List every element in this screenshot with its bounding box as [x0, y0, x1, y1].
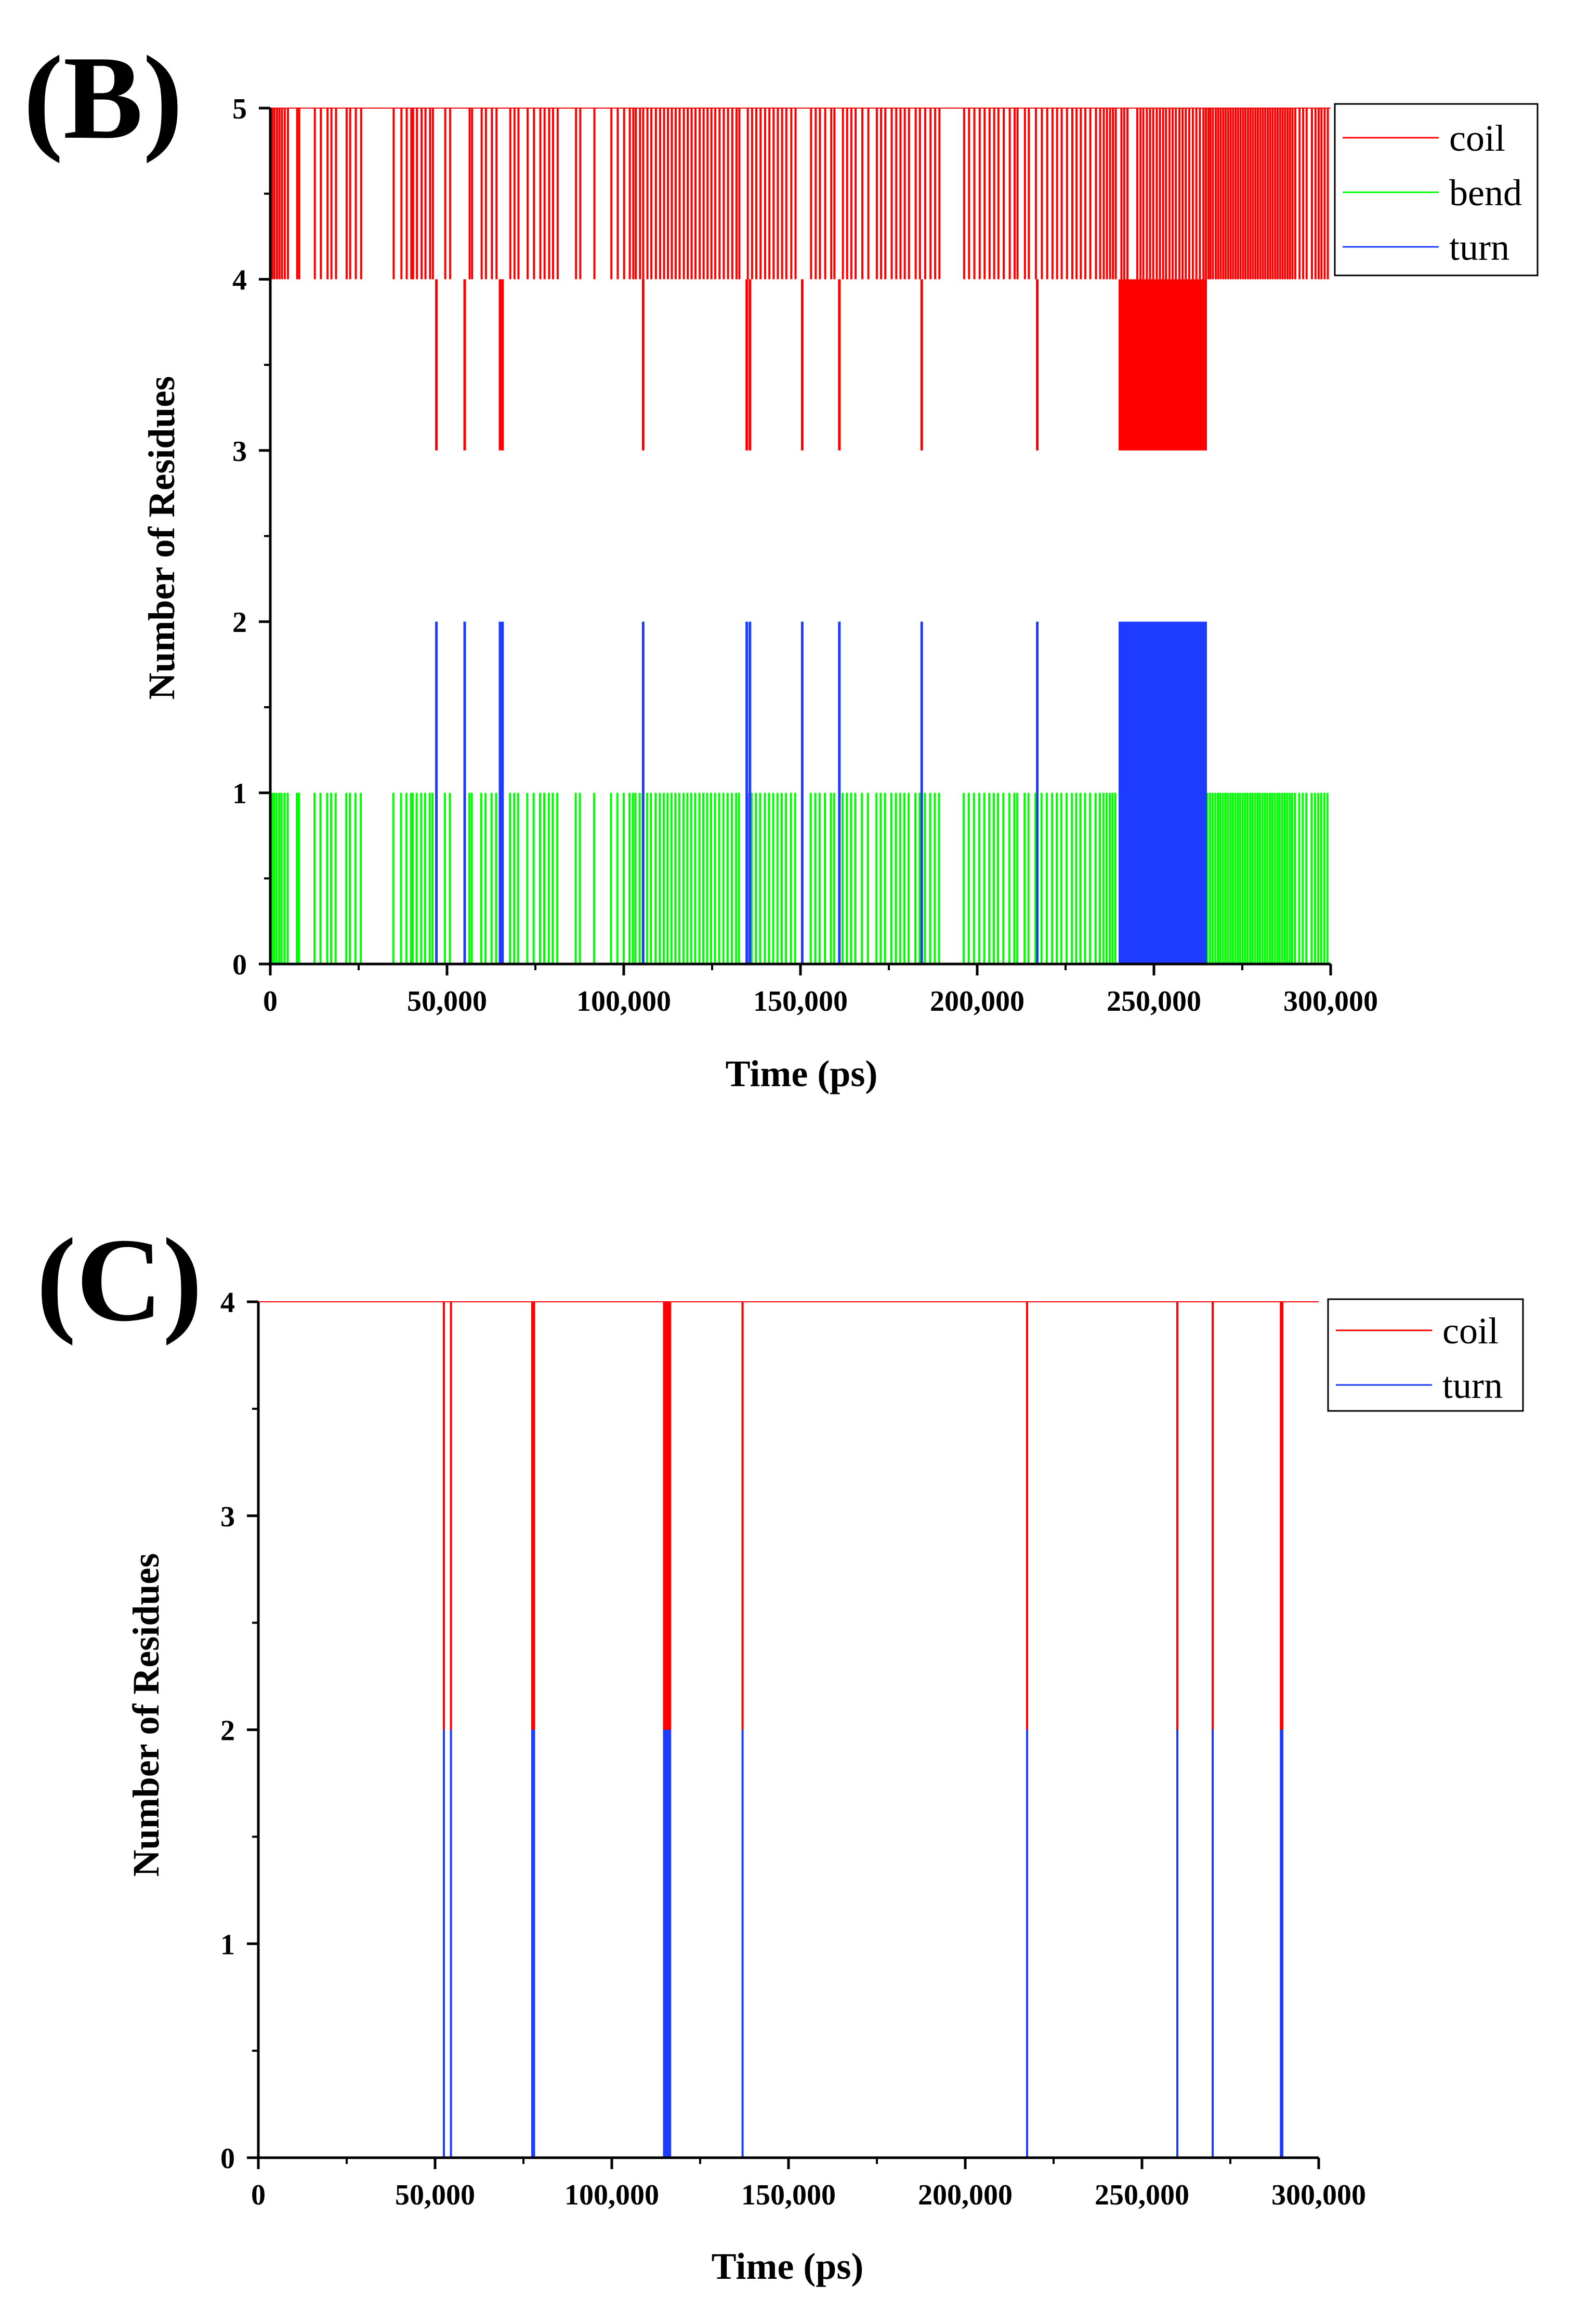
panel-b-x-tick-label-3: 150,000 — [753, 985, 848, 1018]
panel-b-x-axis-title: Time (ps) — [726, 1053, 878, 1094]
panel-b-axes: 0 50,000 100,000 150,000 200,000 250,000 300,0… — [232, 93, 1378, 1018]
panel-c-chart: (C) 0 50,000 100,000 150,000 200,000 250,000 3… — [36, 1213, 1524, 2287]
panel-b-series-coil-band — [1119, 279, 1207, 451]
panel-c-x-tick-label-0: 0 — [251, 2179, 266, 2211]
panel-b-letter: (B) — [23, 31, 183, 164]
panel-b-x-tick-label-6: 300,000 — [1283, 985, 1378, 1018]
panel-c-legend: coil turn — [1327, 1298, 1524, 1412]
panel-c-x-tick-label-2: 100,000 — [564, 2179, 659, 2211]
panel-b-y-tick-label-0: 0 — [232, 949, 247, 981]
panel-c-x-tick-label-4: 200,000 — [918, 2179, 1013, 2211]
panel-b-y-tick-label-5: 5 — [232, 93, 247, 125]
panel-b-y-tick-label-2: 2 — [232, 606, 247, 639]
panel-c-y-axis-title: Number of Residues — [125, 1553, 167, 1877]
panel-c-x-tick-label-3: 150,000 — [741, 2179, 836, 2211]
panel-b-marks — [270, 108, 1331, 965]
panel-b-legend-label-bend: bend — [1449, 172, 1522, 214]
panel-c-y-tick-label-0: 0 — [220, 2143, 235, 2175]
panel-c-axes: 0 50,000 100,000 150,000 200,000 250,000 300,0… — [220, 1287, 1366, 2211]
panel-b-chart: (B) 0 50,000 100,000 150,000 200,000 250,000 3… — [23, 31, 1539, 1094]
panel-c-legend-box — [1327, 1298, 1524, 1412]
panel-c-x-tick-label-5: 250,000 — [1095, 2179, 1189, 2211]
panel-c-y-tick-label-2: 2 — [220, 1715, 235, 1747]
panel-c-y-tick-label-4: 4 — [220, 1287, 235, 1319]
panel-b-x-tick-label-2: 100,000 — [576, 985, 671, 1018]
panel-c-letter: (C) — [36, 1213, 202, 1346]
panel-c-x-axis-title: Time (ps) — [712, 2246, 864, 2287]
panel-c-y-tick-label-3: 3 — [220, 1501, 235, 1533]
panel-c-x-tick-label-1: 50,000 — [395, 2179, 475, 2211]
panel-b-x-tick-label-4: 200,000 — [930, 985, 1025, 1018]
panel-b-y-tick-label-4: 4 — [232, 264, 247, 296]
panel-b-series-turn-band — [1119, 622, 1207, 964]
panel-c-series-turn-band — [663, 1729, 671, 2158]
panel-c-legend-label-turn: turn — [1442, 1365, 1503, 1406]
panel-b-legend-label-coil: coil — [1449, 117, 1505, 159]
panel-b-y-axis-title: Number of Residues — [141, 376, 182, 700]
panel-b-x-tick-label-0: 0 — [263, 985, 278, 1018]
panel-b-y-tick-label-1: 1 — [232, 778, 247, 810]
panel-b-x-tick-label-1: 50,000 — [407, 985, 487, 1018]
panel-c-marks — [258, 1301, 1319, 2159]
panel-b-legend: coil bend turn — [1334, 103, 1539, 276]
panel-c-x-tick-label-6: 300,000 — [1271, 2179, 1366, 2211]
panel-b-legend-label-turn: turn — [1449, 227, 1509, 268]
panel-c-legend-label-coil: coil — [1442, 1310, 1499, 1352]
panel-b-y-tick-label-3: 3 — [232, 435, 247, 468]
panel-c-y-tick-label-1: 1 — [220, 1929, 235, 1961]
panel-b-x-tick-label-5: 250,000 — [1107, 985, 1201, 1018]
panel-c-series-coil-band — [663, 1302, 671, 1730]
